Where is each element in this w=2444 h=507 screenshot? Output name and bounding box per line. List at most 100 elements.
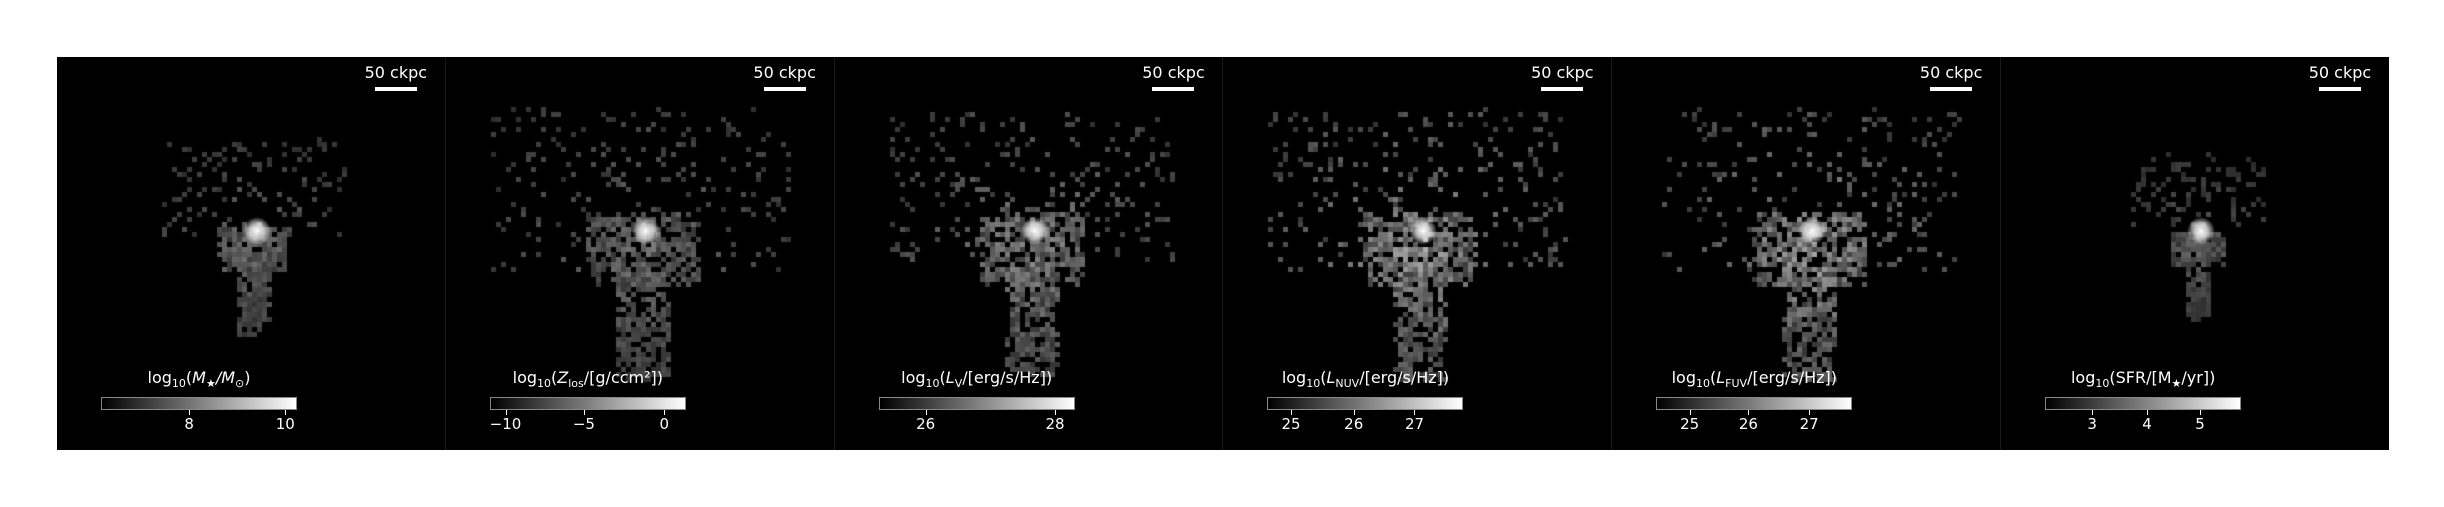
colorbar-label-rest: /M xyxy=(215,368,236,387)
scale-bar-line xyxy=(763,87,806,91)
scale-bar-line xyxy=(1541,87,1584,91)
colorbar: log10(LFUV/[erg/s/Hz]) 25 26 27 xyxy=(1656,368,1853,434)
panel-strip: 50 ckpc log10(M★/M⊙) 8 10 50 ckpc log10(Zlos/… xyxy=(57,57,2389,450)
colorbar-label-log: log xyxy=(2070,368,2096,387)
scale-bar: 50 ckpc xyxy=(2305,63,2375,91)
colorbar-ticks: 25 26 27 xyxy=(1267,410,1463,434)
scale-bar: 50 ckpc xyxy=(1138,63,1208,91)
galaxy-map-v-luminosity xyxy=(834,57,1223,450)
scale-bar-label: 50 ckpc xyxy=(1919,63,1983,82)
colorbar-tick-label: 5 xyxy=(2195,415,2205,434)
colorbar-label: log10(M★/M⊙) xyxy=(101,368,297,394)
colorbar-gradient xyxy=(101,397,297,411)
colorbar-tick-label: 0 xyxy=(659,415,670,434)
colorbar-label-open: ( xyxy=(1320,368,1327,387)
colorbar-label-open: ( xyxy=(185,368,193,387)
colorbar-tick-mark xyxy=(1809,410,1811,416)
colorbar-tick-label: −10 xyxy=(489,415,522,434)
colorbar-label-log-base: 10 xyxy=(1306,377,1321,391)
colorbar-label-log-base: 10 xyxy=(171,377,186,391)
scale-bar-line xyxy=(2318,87,2361,91)
colorbar-label-log-base: 10 xyxy=(2095,377,2110,391)
colorbar-label-symbol: L xyxy=(1716,368,1726,387)
colorbar-tick-label: 27 xyxy=(1404,415,1425,434)
colorbar-label-rest: /[g/ccm²] xyxy=(583,368,657,387)
galaxy-map-sfr xyxy=(2001,57,2389,450)
scale-bar-line xyxy=(1930,87,1973,91)
colorbar-tick-label: 27 xyxy=(1799,415,1819,434)
colorbar-gradient xyxy=(489,397,686,411)
colorbar-label-log: log xyxy=(901,368,926,387)
colorbar: log10(M★/M⊙) 8 10 xyxy=(101,368,297,434)
panel-metallicity: 50 ckpc log10(Zlos/[g/ccm²]) −10 −5 0 xyxy=(445,57,834,450)
scale-bar-label: 50 ckpc xyxy=(364,63,428,82)
colorbar-tick-mark xyxy=(2199,410,2201,416)
colorbar-label-symbol-sub: FUV xyxy=(1725,377,1748,391)
colorbar-label-symbol: Z xyxy=(557,368,569,387)
galaxy-map-nuv-luminosity xyxy=(1223,57,1612,450)
colorbar-tick-mark xyxy=(1689,410,1691,416)
colorbar-label-log: log xyxy=(147,368,172,387)
scale-bar: 50 ckpc xyxy=(1916,63,1986,91)
colorbar-tick-label: 26 xyxy=(1738,415,1758,434)
galaxy-map-fuv-luminosity xyxy=(1612,57,2001,450)
colorbar-label-symbol: L xyxy=(945,368,955,387)
colorbar-ticks: 8 10 xyxy=(101,410,297,434)
colorbar-label-open: (SFR/[M xyxy=(2109,368,2172,387)
colorbar-tick-label: 8 xyxy=(184,415,194,434)
colorbar: log10(LV/[erg/s/Hz]) 26 28 xyxy=(878,368,1075,434)
colorbar-tick-mark xyxy=(583,410,585,416)
colorbar: log10(Zlos/[g/ccm²]) −10 −5 0 xyxy=(489,368,686,434)
colorbar-label-rest: /[erg/s/Hz] xyxy=(1747,368,1831,387)
colorbar-tick-label: 3 xyxy=(2087,415,2097,434)
colorbar-tick-mark xyxy=(1353,410,1355,416)
colorbar-tick-label: 26 xyxy=(916,415,936,434)
colorbar-tick-mark xyxy=(2092,410,2094,416)
colorbar-tick-mark xyxy=(505,410,507,416)
colorbar-tick-mark xyxy=(1055,410,1057,416)
colorbar-ticks: 26 28 xyxy=(879,410,1075,434)
colorbar-label-log: log xyxy=(512,368,538,387)
colorbar-tick-label: 10 xyxy=(275,415,295,434)
panel-fuv-luminosity: 50 ckpc log10(LFUV/[erg/s/Hz]) 25 26 27 xyxy=(1612,57,2001,450)
colorbar-gradient xyxy=(878,397,1075,411)
colorbar-label-close: ) xyxy=(656,368,664,387)
colorbar-label: log10(LNUV/[erg/s/Hz]) xyxy=(1267,368,1463,394)
scale-bar-label: 50 ckpc xyxy=(1142,63,1205,82)
colorbar-tick-mark xyxy=(189,410,191,416)
colorbar-label-log-base: 10 xyxy=(925,377,940,391)
panel-sfr: 50 ckpc log10(SFR/[M★/yr]) 3 4 5 xyxy=(2001,57,2389,450)
colorbar-tick-label: 25 xyxy=(1281,415,1301,434)
colorbar-label-open: ( xyxy=(551,368,558,387)
colorbar-label-symbol-sub: ★ xyxy=(2171,377,2182,391)
colorbar-tick-label: −5 xyxy=(572,415,595,434)
scale-bar: 50 ckpc xyxy=(750,63,820,91)
panel-nuv-luminosity: 50 ckpc log10(LNUV/[erg/s/Hz]) 25 26 27 xyxy=(1223,57,1612,450)
colorbar-tick-label: 4 xyxy=(2142,415,2152,434)
colorbar-gradient xyxy=(2045,397,2242,411)
colorbar-label-close: ) xyxy=(1045,368,1053,387)
colorbar-label-rest: /[erg/s/Hz] xyxy=(962,368,1046,387)
colorbar-tick-mark xyxy=(1291,410,1292,416)
colorbar-ticks: −10 −5 0 xyxy=(490,410,686,434)
scale-bar: 50 ckpc xyxy=(361,63,431,91)
scale-bar-label: 50 ckpc xyxy=(1531,63,1594,82)
colorbar-label: log10(LFUV/[erg/s/Hz]) xyxy=(1656,368,1852,394)
colorbar-label: log10(SFR/[M★/yr]) xyxy=(2045,368,2241,394)
colorbar-tick-mark xyxy=(285,410,287,416)
colorbar-label-symbol-sub: ★ xyxy=(205,377,216,391)
colorbar-tick-mark xyxy=(2147,410,2149,416)
colorbar-label-rest: /yr] xyxy=(2181,368,2210,387)
colorbar-label: log10(Zlos/[g/ccm²]) xyxy=(490,368,686,394)
colorbar-tick-label: 26 xyxy=(1344,415,1364,434)
colorbar-label-log: log xyxy=(1281,368,1307,387)
colorbar-label-open: ( xyxy=(939,368,946,387)
colorbar-label-close: ) xyxy=(1830,368,1838,387)
colorbar-label-symbol-sub: NUV xyxy=(1335,377,1360,391)
colorbar-label: log10(LV/[erg/s/Hz]) xyxy=(879,368,1075,394)
colorbar-gradient xyxy=(1656,397,1853,411)
colorbar-label-symbol-sub: los xyxy=(568,377,584,391)
panel-stellar-mass: 50 ckpc log10(M★/M⊙) 8 10 xyxy=(57,57,445,450)
galaxy-map-stellar-mass xyxy=(57,57,445,450)
scale-bar-label: 50 ckpc xyxy=(2308,63,2372,82)
